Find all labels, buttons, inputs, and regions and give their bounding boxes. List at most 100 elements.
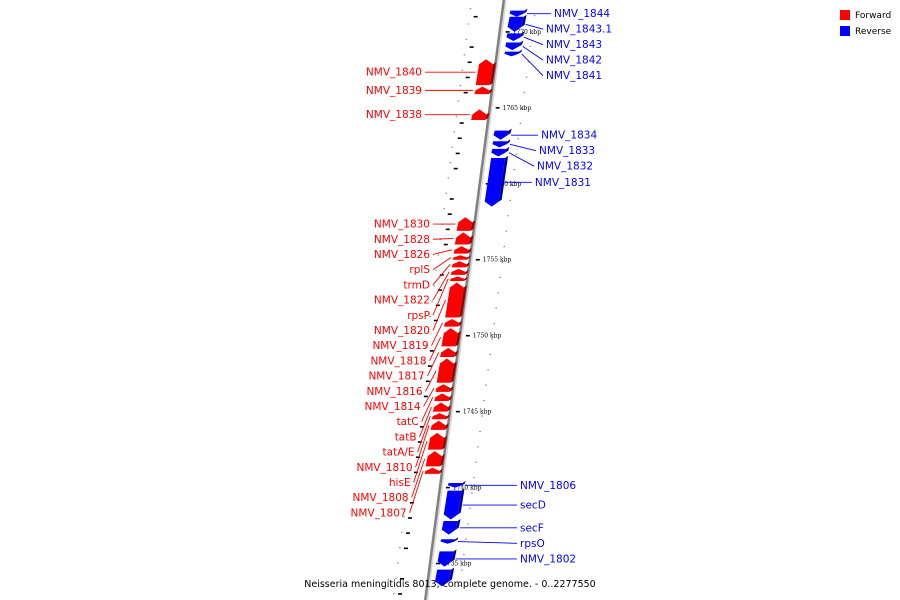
guide-dot — [429, 316, 431, 318]
minor-tick-mark — [449, 198, 454, 200]
gene-label-leader — [425, 370, 437, 392]
gene-label-nmv-1839[interactable]: NMV_1839 — [366, 85, 422, 97]
gene-label-tata-e[interactable]: tatA/E — [383, 447, 415, 459]
gene-label-nmv-1834[interactable]: NMV_1834 — [541, 130, 597, 142]
gene-label-nmv-1831[interactable]: NMV_1831 — [535, 177, 591, 189]
guide-dot — [525, 76, 528, 78]
gene-rpls-shape[interactable] — [452, 255, 471, 260]
minor-tick-mark — [469, 46, 474, 48]
gene-nmv-1817-shape[interactable] — [440, 347, 459, 357]
gene-nmv-1802-shape[interactable] — [437, 549, 457, 567]
gene-nmv-1830-shape[interactable] — [456, 217, 476, 231]
gene-label-nmv-1810[interactable]: NMV_1810 — [357, 462, 413, 474]
guide-dot — [509, 199, 512, 201]
gene-nmv-1808-shape[interactable] — [425, 451, 445, 467]
gene-label-nmv-1843-1[interactable]: NMV_1843.1 — [546, 24, 612, 36]
gene-nmv-1822-shape[interactable] — [450, 268, 469, 275]
gene-nmv-1832-shape[interactable] — [491, 146, 510, 157]
gene-unlabeled-shape[interactable] — [434, 567, 455, 587]
gene-nmv-1814-shape[interactable] — [435, 384, 454, 392]
gene-nmv-1843-shape[interactable] — [506, 31, 525, 42]
gene-nmv-1828-shape[interactable] — [454, 232, 474, 245]
gene-body — [431, 413, 447, 420]
gene-label-rpso[interactable]: rpsO — [520, 538, 545, 550]
gene-rpsp-shape[interactable] — [449, 276, 468, 282]
gene-secd-shape[interactable] — [443, 488, 465, 520]
gene-label-secf[interactable]: secF — [520, 522, 544, 534]
gene-label-tatc[interactable]: tatC — [397, 416, 419, 428]
gene-nmv-1818-shape[interactable] — [441, 328, 461, 347]
gene-label-nmv-1832[interactable]: NMV_1832 — [537, 161, 593, 173]
gene-label-nmv-1806[interactable]: NMV_1806 — [520, 480, 576, 492]
guide-dot — [463, 554, 465, 556]
guide-dot — [515, 153, 518, 155]
gene-label-nmv-1814[interactable]: NMV_1814 — [364, 401, 420, 413]
gene-nmv-1834-shape[interactable] — [493, 128, 512, 140]
gene-label-nmv-1840[interactable]: NMV_1840 — [366, 67, 422, 79]
gene-tatb-shape[interactable] — [432, 402, 452, 412]
scale-tick-label: 1750 kbp — [473, 333, 502, 340]
gene-label-nmv-1828[interactable]: NMV_1828 — [374, 234, 430, 246]
gene-body — [441, 521, 458, 535]
gene-label-nmv-1818[interactable]: NMV_1818 — [370, 355, 426, 367]
gene-body — [506, 33, 522, 42]
gene-nmv-1841-shape[interactable] — [504, 49, 523, 57]
gene-label-nmv-1802[interactable]: NMV_1802 — [520, 553, 576, 565]
gene-label-rpls[interactable]: rplS — [409, 264, 430, 276]
gene-rpso-shape[interactable] — [440, 537, 459, 544]
gene-label-nmv-1842[interactable]: NMV_1842 — [546, 55, 602, 67]
gene-nmv-1840-shape[interactable] — [475, 59, 497, 86]
gene-hise-shape[interactable] — [427, 432, 448, 450]
guide-dot — [467, 23, 470, 25]
gene-trmd-shape[interactable] — [451, 261, 470, 268]
gene-label-nmv-1820[interactable]: NMV_1820 — [374, 325, 430, 337]
gene-label-nmv-1819[interactable]: NMV_1819 — [372, 340, 428, 352]
gene-label-nmv-1808[interactable]: NMV_1808 — [353, 492, 409, 504]
minor-tick-mark — [413, 471, 418, 474]
gene-label-nmv-1838[interactable]: NMV_1838 — [366, 109, 422, 121]
gene-nmv-1831-shape[interactable] — [484, 155, 509, 207]
gene-nmv-1838-shape[interactable] — [471, 109, 490, 120]
gene-nmv-1810-shape[interactable] — [430, 420, 449, 430]
gene-nmv-1833-shape[interactable] — [492, 139, 511, 148]
gene-nmv-1826-shape[interactable] — [453, 246, 472, 254]
gene-body — [453, 246, 469, 254]
gene-label-leader — [509, 143, 537, 152]
guide-dot — [473, 477, 475, 479]
guide-dot — [531, 30, 534, 32]
gene-tatc-shape[interactable] — [434, 393, 453, 402]
gene-nmv-1806-shape[interactable] — [447, 481, 466, 488]
gene-nmv-1842-shape[interactable] — [505, 40, 524, 51]
gene-label-nmv-1817[interactable]: NMV_1817 — [368, 371, 424, 383]
gene-label-nmv-1826[interactable]: NMV_1826 — [374, 249, 430, 261]
gene-label-trmd[interactable]: trmD — [403, 279, 430, 291]
gene-label-nmv-1822[interactable]: NMV_1822 — [374, 295, 430, 307]
gene-label-nmv-1816[interactable]: NMV_1816 — [366, 386, 422, 398]
gene-label-nmv-1830[interactable]: NMV_1830 — [374, 219, 430, 231]
gene-label-nmv-1844[interactable]: NMV_1844 — [554, 8, 610, 20]
gene-body — [443, 490, 462, 520]
gene-side — [463, 276, 468, 282]
gene-body — [435, 384, 451, 392]
gene-nmv-1844-shape[interactable] — [509, 8, 528, 17]
gene-label-nmv-1807[interactable]: NMV_1807 — [351, 507, 407, 519]
gene-nmv-1816-shape[interactable] — [436, 358, 457, 383]
gene-label-nmv-1843[interactable]: NMV_1843 — [546, 39, 602, 51]
gene-label-nmv-1833[interactable]: NMV_1833 — [539, 145, 595, 157]
gene-label-tatb[interactable]: tatB — [395, 431, 417, 443]
gene-nmv-1819-shape[interactable] — [444, 318, 463, 327]
gene-side — [445, 414, 450, 420]
gene-nmv-1843-1-shape[interactable] — [507, 14, 527, 32]
gene-label-secd[interactable]: secD — [520, 500, 546, 512]
gene-nmv-1839-shape[interactable] — [474, 86, 493, 95]
gene-tata-e-shape[interactable] — [431, 413, 450, 420]
gene-nmv-1820-shape[interactable] — [445, 282, 467, 318]
gene-nmv-1807-shape[interactable] — [424, 467, 443, 474]
gene-secf-shape[interactable] — [441, 519, 461, 535]
gene-label-leader — [432, 264, 451, 286]
gene-label-leader — [421, 397, 434, 422]
scale-tick-label: 1770 kbp — [513, 29, 542, 36]
gene-label-hise[interactable]: hisE — [389, 477, 411, 489]
gene-label-rpsp[interactable]: rpsP — [407, 310, 430, 322]
gene-label-nmv-1841[interactable]: NMV_1841 — [546, 70, 602, 82]
